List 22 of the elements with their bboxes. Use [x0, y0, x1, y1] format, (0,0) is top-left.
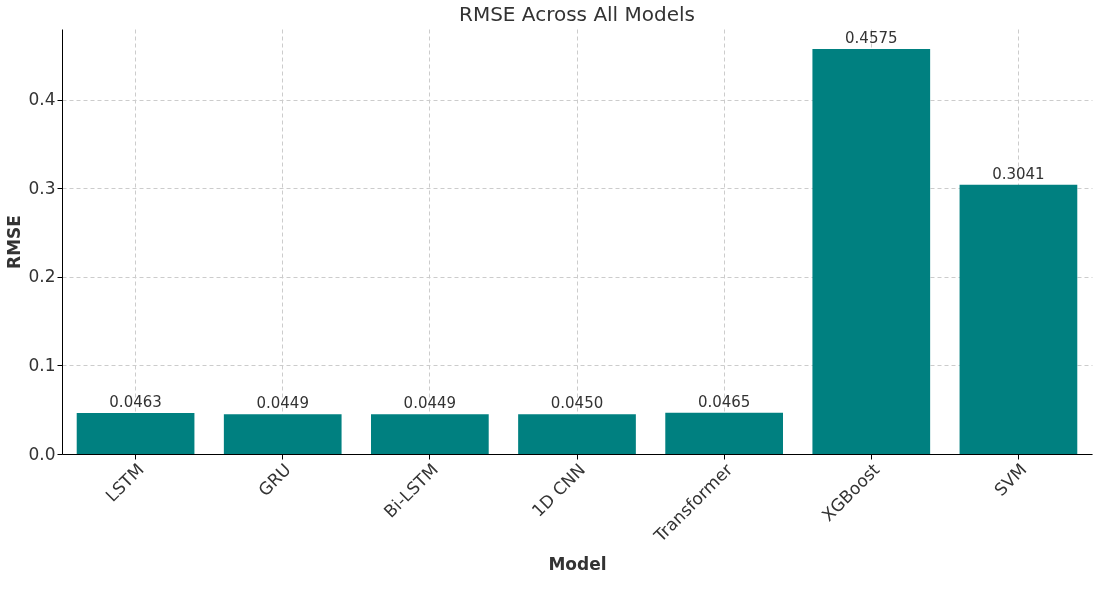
bar — [371, 414, 489, 454]
y-tick-label: 0.4 — [28, 89, 56, 110]
data-label: 0.4575 — [845, 28, 898, 47]
data-label: 0.0450 — [550, 394, 604, 413]
y-tick-label: 0.2 — [28, 266, 56, 287]
data-label: 0.0449 — [256, 394, 309, 413]
data-label: 0.3041 — [992, 164, 1045, 183]
x-axis-title: Model — [548, 553, 607, 574]
y-tick-label: 0.1 — [28, 354, 56, 375]
y-axis-title: RMSE — [4, 215, 25, 269]
data-label: 0.0449 — [403, 394, 457, 413]
chart-title: RMSE Across All Models — [458, 2, 696, 26]
bar — [665, 412, 783, 454]
bar — [518, 414, 636, 454]
bar — [76, 413, 195, 454]
bar — [959, 184, 1078, 454]
data-label: 0.0465 — [697, 392, 751, 411]
bar — [812, 48, 931, 454]
y-tick-label: 0.0 — [28, 443, 56, 464]
y-tick-label: 0.3 — [28, 177, 56, 198]
bar — [223, 414, 342, 454]
data-label: 0.0463 — [109, 393, 162, 412]
